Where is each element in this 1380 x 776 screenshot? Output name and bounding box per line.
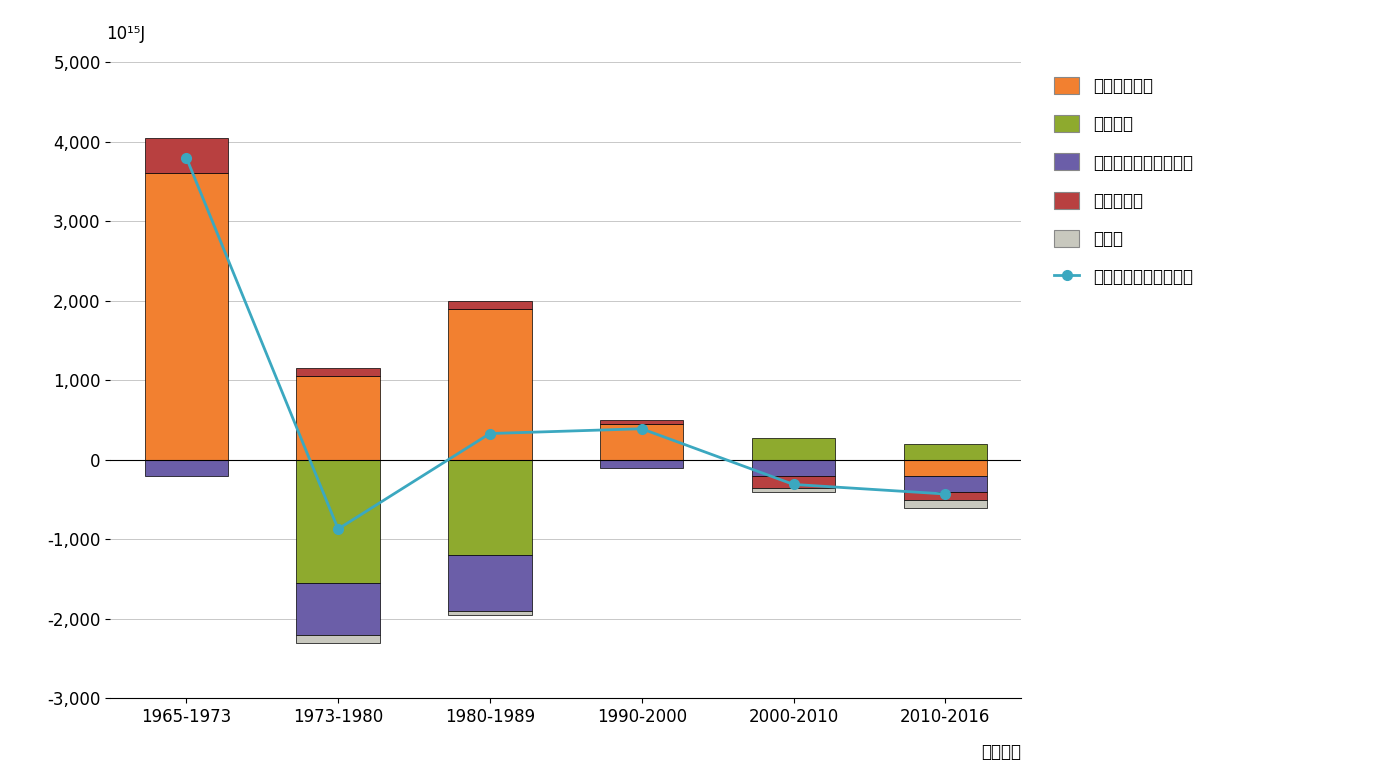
Bar <box>448 611 531 615</box>
Bar <box>145 137 228 173</box>
Bar <box>600 420 683 424</box>
Text: （年度）: （年度） <box>981 743 1021 761</box>
Bar <box>145 459 228 476</box>
Bar <box>297 583 380 635</box>
Bar <box>297 459 380 583</box>
Bar <box>297 635 380 643</box>
Bar <box>904 459 987 476</box>
Bar <box>297 369 380 376</box>
Bar <box>448 459 531 556</box>
Bar <box>145 173 228 459</box>
Bar <box>904 500 987 508</box>
Bar <box>297 376 380 459</box>
Bar <box>600 459 683 468</box>
Bar <box>600 424 683 459</box>
Legend: 生産指数要因, 構造要因, エネルギー原単位要因, その他要因, 交絡項, エネルギー消費増減量: 生産指数要因, 構造要因, エネルギー原単位要因, その他要因, 交絡項, エネ… <box>1047 71 1199 293</box>
Bar <box>448 556 531 611</box>
Bar <box>904 476 987 492</box>
Bar <box>448 300 531 309</box>
Bar <box>904 492 987 500</box>
Bar <box>752 459 835 476</box>
Bar <box>904 444 987 459</box>
Bar <box>752 487 835 492</box>
Bar <box>752 438 835 459</box>
Bar <box>752 476 835 487</box>
Text: 10¹⁵J: 10¹⁵J <box>106 25 145 43</box>
Bar <box>448 309 531 459</box>
